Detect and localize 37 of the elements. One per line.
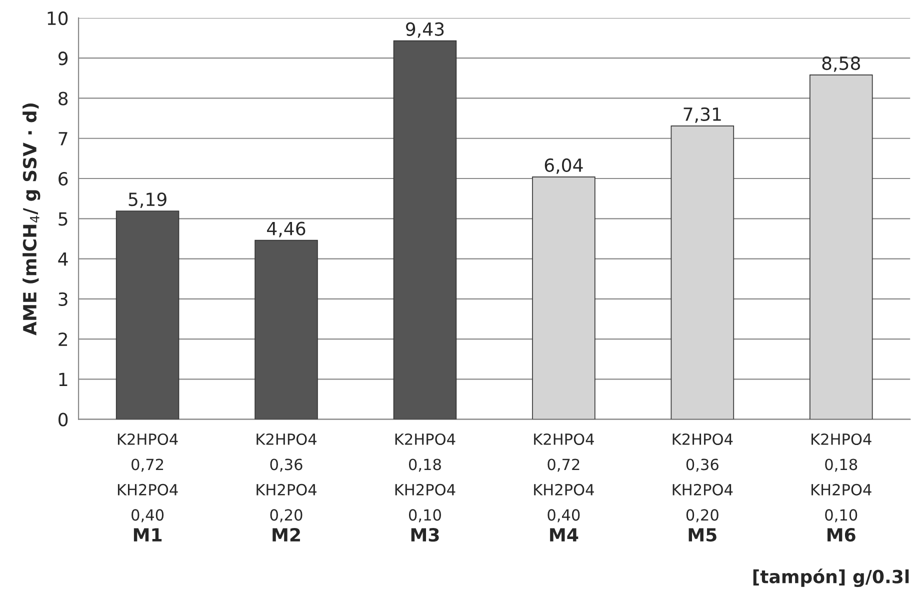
y-axis-title: AME (mlCH$_{4}$/ g SSV · d): [22, 103, 40, 336]
text: M5: [688, 528, 716, 542]
text: M3: [411, 528, 439, 542]
y-tick-label: 10: [48, 11, 68, 26]
x-tick-label: K2HPO4 0,72 KH2PO4 0,40: [118, 433, 178, 522]
x-tick-label: K2HPO4 0,18 KH2PO4 0,10: [812, 433, 872, 522]
y-tick-label: 2: [58, 332, 68, 346]
y-tick-label: 6: [58, 172, 68, 186]
text: M1: [134, 528, 162, 542]
y-tick-label: 5: [58, 212, 68, 226]
data-label: 4,46: [267, 222, 306, 238]
data-label: 6,04: [544, 158, 583, 174]
x-tick-label: K2HPO4 0,36 KH2PO4 0,20: [256, 433, 316, 522]
x-tick-label: K2HPO4 0,72 KH2PO4 0,40: [534, 433, 594, 522]
bar: [532, 176, 596, 420]
data-label: 5,19: [128, 192, 166, 208]
bar: [810, 74, 873, 420]
y-tick-label: 8: [58, 92, 68, 106]
y-tick-label: 0: [58, 412, 68, 426]
y-tick-label: 9: [58, 52, 68, 66]
bar: [670, 126, 734, 420]
x-tick-label: K2HPO4 0,36 KH2PO4 0,20: [672, 433, 733, 522]
bar: [393, 40, 457, 420]
y-tick-label: 1: [59, 372, 68, 386]
data-label: 8,58: [822, 56, 860, 72]
y-tick-label: 7: [58, 132, 68, 146]
text: M6: [828, 528, 856, 542]
data-label: 9,43: [406, 22, 444, 38]
bar: [254, 240, 318, 420]
data-label: 7,31: [684, 107, 721, 123]
y-tick-label: 3: [58, 292, 68, 306]
x-tick-label: K2HPO4 0,18 KH2PO4 0,10: [395, 433, 456, 522]
text: M2: [272, 528, 300, 542]
y-tick-label: 4: [58, 252, 68, 266]
bar: [116, 210, 180, 420]
text: M4: [550, 528, 578, 542]
x-axis-title: [tampón] g/0.3l: [753, 568, 909, 588]
